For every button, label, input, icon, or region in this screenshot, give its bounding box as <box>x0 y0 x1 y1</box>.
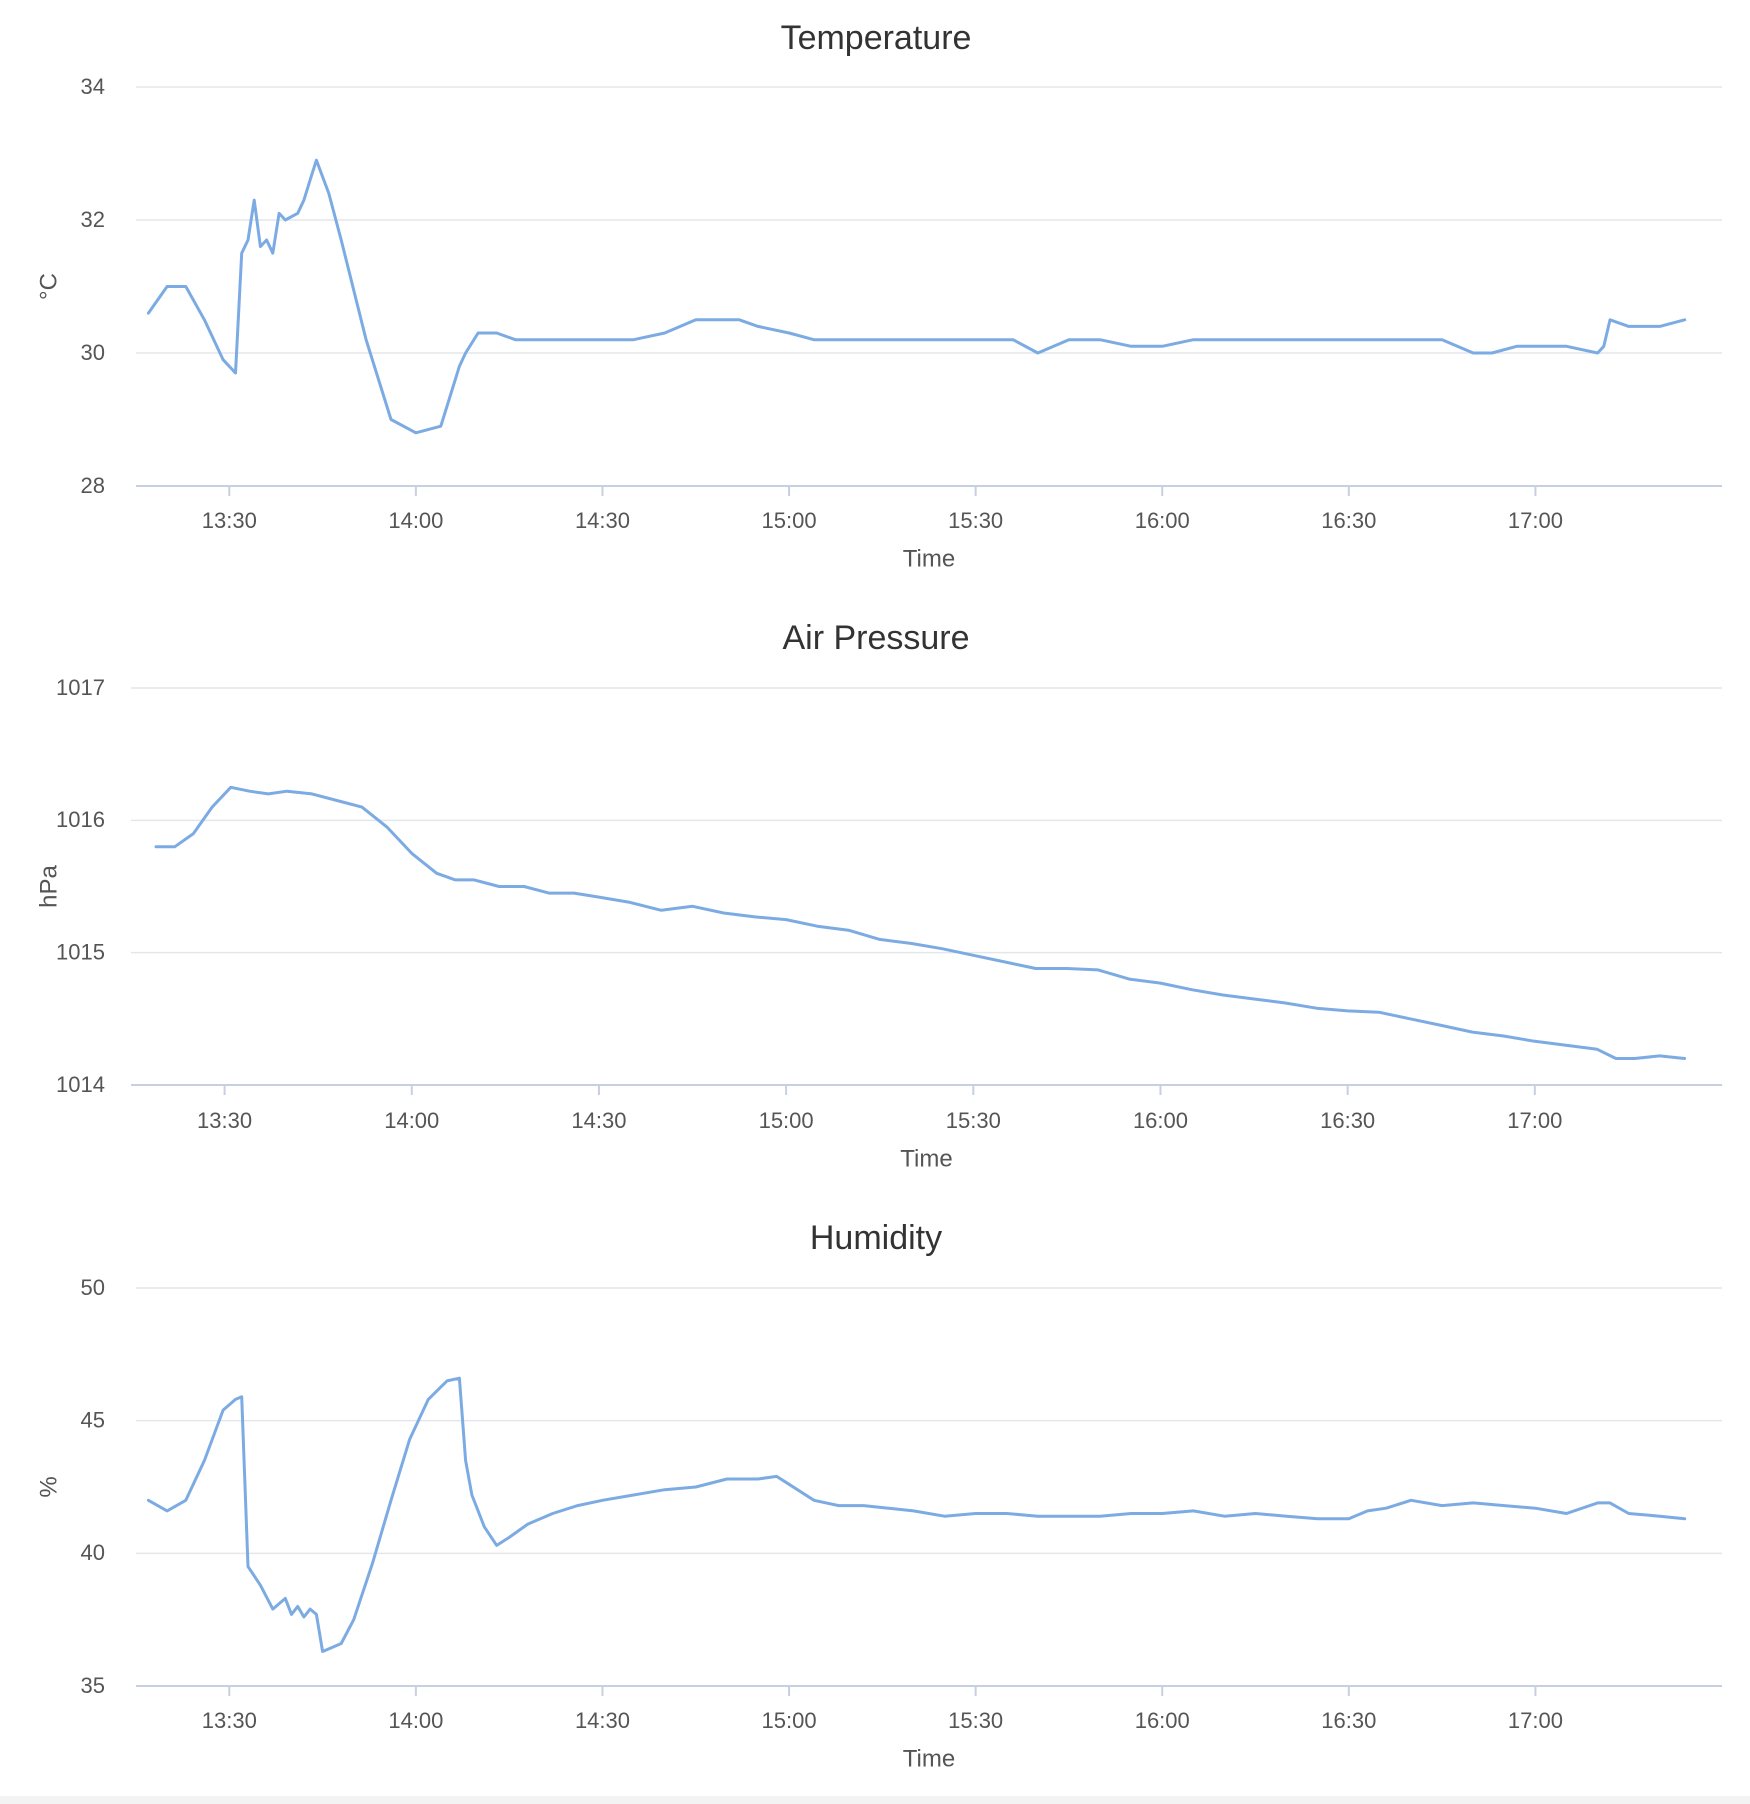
temperature-x-tick-label: 14:00 <box>388 508 443 533</box>
humidity-x-tick-label: 14:00 <box>388 1708 443 1733</box>
temperature-x-tick-label: 13:30 <box>202 508 257 533</box>
temperature-y-axis-label: °C <box>35 273 62 300</box>
humidity-x-tick-label: 13:30 <box>202 1708 257 1733</box>
air-pressure-x-tick-label: 15:00 <box>759 1108 814 1133</box>
temperature-series-line <box>146 158 1687 435</box>
air-pressure-x-axis-label: Time <box>900 1145 952 1172</box>
humidity-x-tick-label: 15:00 <box>762 1708 817 1733</box>
air-pressure-x-tick-label: 17:00 <box>1507 1108 1562 1133</box>
air-pressure-series-line <box>154 785 1687 1060</box>
air-pressure-chart-title: Air Pressure <box>782 619 969 657</box>
humidity-y-tick-label: 40 <box>81 1540 105 1565</box>
temperature-y-tick-label: 28 <box>81 473 105 498</box>
humidity-y-tick-label: 35 <box>81 1673 105 1698</box>
temperature-x-tick-label: 15:00 <box>762 508 817 533</box>
temperature-x-axis-label: Time <box>903 545 955 572</box>
temperature-x-tick-label: 14:30 <box>575 508 630 533</box>
temperature-x-tick-label: 16:00 <box>1135 508 1190 533</box>
air-pressure-x-tick-label: 16:30 <box>1320 1108 1375 1133</box>
air-pressure-x-tick-label: 14:30 <box>571 1108 626 1133</box>
temperature-x-tick-label: 17:00 <box>1508 508 1563 533</box>
air-pressure-y-tick-label: 1016 <box>56 807 105 832</box>
temperature-y-tick-label: 32 <box>81 207 105 232</box>
air-pressure-x-tick-label: 15:30 <box>946 1108 1001 1133</box>
humidity-x-axis-label: Time <box>903 1745 955 1772</box>
humidity-y-tick-label: 50 <box>81 1275 105 1300</box>
temperature-x-tick-label: 15:30 <box>948 508 1003 533</box>
humidity-y-axis-label: % <box>35 1476 62 1497</box>
air-pressure-y-tick-label: 1014 <box>56 1072 105 1097</box>
humidity-x-tick-label: 15:30 <box>948 1708 1003 1733</box>
air-pressure-x-tick-label: 16:00 <box>1133 1108 1188 1133</box>
page-bottom-strip <box>0 1796 1750 1804</box>
humidity-series-line <box>146 1376 1687 1653</box>
humidity-chart-title: Humidity <box>810 1219 942 1257</box>
humidity-x-tick-label: 14:30 <box>575 1708 630 1733</box>
temperature-y-tick-label: 34 <box>81 74 105 99</box>
humidity-x-tick-label: 16:00 <box>1135 1708 1190 1733</box>
temperature-y-tick-label: 30 <box>81 340 105 365</box>
air-pressure-y-axis-label: hPa <box>35 864 62 907</box>
air-pressure-x-tick-label: 14:00 <box>384 1108 439 1133</box>
humidity-x-tick-label: 16:30 <box>1321 1708 1376 1733</box>
air-pressure-y-tick-label: 1017 <box>56 675 105 700</box>
air-pressure-y-tick-label: 1015 <box>56 939 105 964</box>
temperature-x-tick-label: 16:30 <box>1321 508 1376 533</box>
air-pressure-x-tick-label: 13:30 <box>197 1108 252 1133</box>
temperature-chart-title: Temperature <box>781 19 972 57</box>
humidity-x-tick-label: 17:00 <box>1508 1708 1563 1733</box>
humidity-y-tick-label: 45 <box>81 1407 105 1432</box>
